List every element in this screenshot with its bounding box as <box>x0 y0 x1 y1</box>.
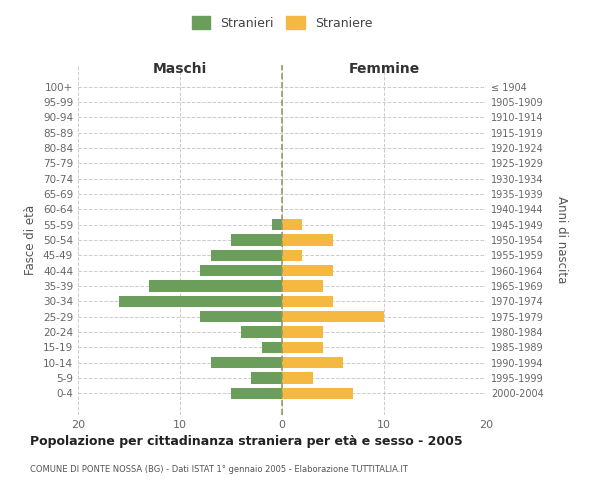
Bar <box>211 357 282 368</box>
Text: COMUNE DI PONTE NOSSA (BG) - Dati ISTAT 1° gennaio 2005 - Elaborazione TUTTITALI: COMUNE DI PONTE NOSSA (BG) - Dati ISTAT … <box>30 465 408 474</box>
Bar <box>282 265 333 276</box>
Bar <box>200 311 282 322</box>
Bar <box>241 326 282 338</box>
Bar <box>149 280 282 292</box>
Bar <box>119 296 282 307</box>
Y-axis label: Anni di nascita: Anni di nascita <box>555 196 568 284</box>
Y-axis label: Fasce di età: Fasce di età <box>25 205 37 275</box>
Bar <box>282 342 323 353</box>
Text: Maschi: Maschi <box>153 62 207 76</box>
Bar <box>282 234 333 246</box>
Bar <box>282 219 302 230</box>
Text: Popolazione per cittadinanza straniera per età e sesso - 2005: Popolazione per cittadinanza straniera p… <box>30 435 463 448</box>
Bar <box>282 296 333 307</box>
Bar <box>231 388 282 399</box>
Bar <box>282 280 323 292</box>
Bar <box>282 357 343 368</box>
Bar <box>282 388 353 399</box>
Legend: Stranieri, Straniere: Stranieri, Straniere <box>187 11 377 35</box>
Bar <box>272 219 282 230</box>
Bar <box>262 342 282 353</box>
Bar <box>282 311 384 322</box>
Bar <box>251 372 282 384</box>
Bar <box>231 234 282 246</box>
Bar <box>282 326 323 338</box>
Bar <box>282 372 313 384</box>
Bar <box>211 250 282 261</box>
Bar <box>282 250 302 261</box>
Text: Femmine: Femmine <box>349 62 419 76</box>
Bar <box>200 265 282 276</box>
